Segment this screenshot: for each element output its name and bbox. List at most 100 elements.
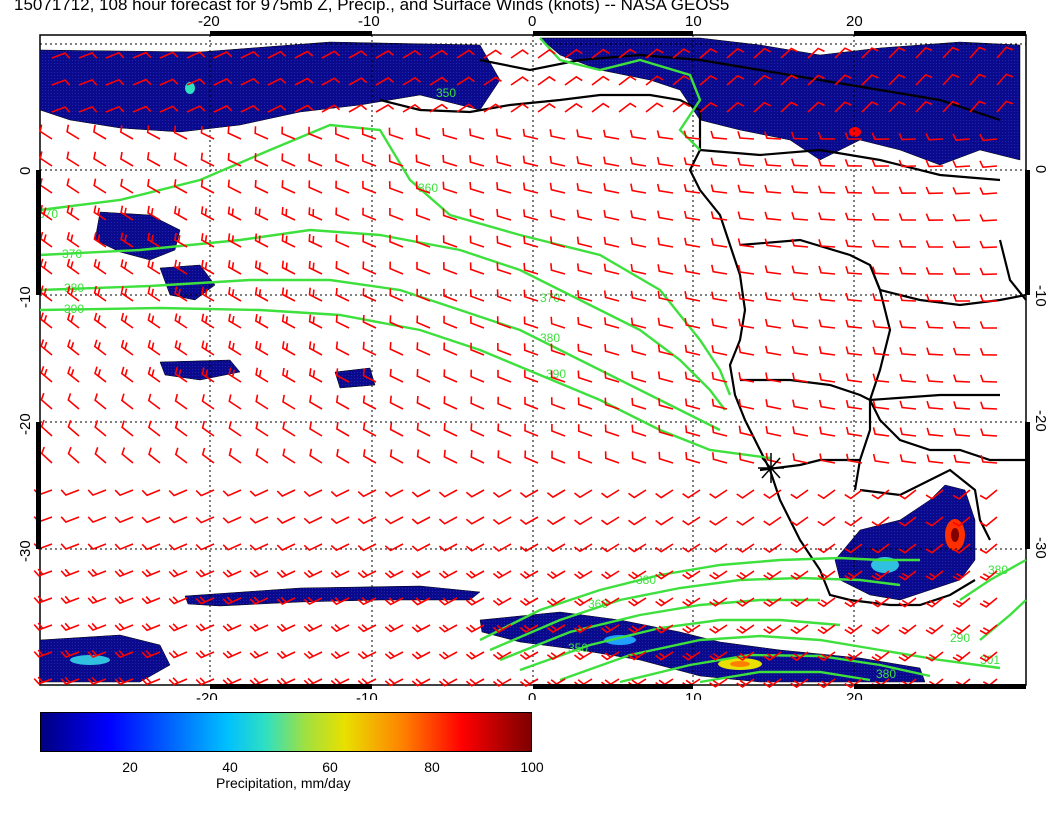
wind-barb-icon [78, 105, 98, 113]
wind-barb-icon [281, 180, 296, 194]
wind-barb-icon [953, 427, 971, 437]
wind-barb-icon [682, 624, 701, 634]
wind-barb-icon [308, 368, 323, 383]
wind-barb-icon [656, 183, 674, 194]
wind-barb-icon [141, 569, 161, 578]
wind-barb-icon [618, 75, 637, 86]
wind-barb-icon [792, 399, 809, 410]
wind-barb-icon [87, 649, 107, 659]
wind-barb-icon [384, 678, 404, 687]
wind-barb-icon [711, 318, 728, 329]
wind-barb-icon [470, 369, 485, 383]
wind-barb-icon [254, 206, 269, 221]
wind-barb-icon [953, 374, 971, 383]
wind-barb-icon [791, 265, 809, 275]
wind-barb-icon [980, 454, 998, 464]
wind-barb-icon [996, 100, 1014, 113]
wind-barb-icon [389, 449, 404, 464]
wind-barb-icon [523, 343, 539, 356]
wind-barb-icon [764, 292, 782, 302]
wind-barb-icon [443, 449, 458, 464]
wind-barb-icon [415, 154, 431, 167]
wind-barb-icon [738, 345, 755, 356]
wind-barb-icon [888, 47, 906, 59]
wind-barb-icon [591, 48, 610, 59]
wind-barb-icon [979, 624, 998, 635]
wind-barb-icon [201, 367, 215, 383]
map-title: 15071712, 108 hour forecast for 975mb Z,… [14, 0, 730, 14]
wind-barb-icon [628, 543, 647, 553]
wind-barb-icon [657, 210, 674, 221]
wind-barb-icon [549, 209, 566, 221]
wind-barb-icon [764, 318, 782, 329]
wind-barb-icon [201, 447, 215, 464]
wind-barb-icon [603, 156, 620, 167]
wind-barb-icon [222, 543, 242, 551]
lat-tick-right: -20 [1032, 410, 1049, 432]
wind-barb-icon [898, 213, 916, 221]
wind-barb-icon [657, 317, 674, 329]
wind-barb-icon [522, 182, 539, 194]
wind-barb-icon [577, 397, 593, 410]
wind-barb-icon [871, 597, 890, 608]
wind-barb-icon [330, 516, 350, 525]
wind-barb-icon [630, 237, 647, 248]
wind-barb-icon [147, 420, 161, 437]
wind-barb-icon [438, 678, 458, 687]
wind-barb-icon [872, 266, 890, 275]
wind-barb-icon [631, 424, 647, 437]
wind-barb-icon [871, 239, 890, 248]
wind-barb-icon [546, 516, 566, 526]
wind-barb-icon [655, 651, 674, 661]
wind-barb-icon [996, 46, 1014, 59]
wind-barb-icon [60, 568, 80, 577]
wind-barb-icon [546, 570, 566, 580]
wind-barb-icon [93, 151, 107, 167]
wind-barb-icon [362, 234, 377, 248]
wind-barb-icon [416, 288, 431, 302]
wind-barb-icon [601, 624, 620, 634]
wind-barb-icon [549, 155, 566, 167]
wind-barb-icon [255, 394, 269, 410]
wind-barb-icon [411, 651, 431, 660]
wind-barb-icon [240, 77, 260, 86]
wind-barb-icon [898, 239, 917, 248]
wind-barb-icon [416, 369, 431, 383]
wind-barb-icon [952, 347, 971, 356]
wind-barb-icon [550, 370, 566, 383]
wind-barb-icon [764, 131, 782, 140]
wind-barb-icon [255, 367, 269, 383]
wind-barb-icon [362, 341, 377, 356]
wind-barb-icon [330, 624, 350, 633]
wind-barb-icon [628, 651, 647, 661]
wind-barb-icon [763, 597, 782, 607]
wind-barb-icon [576, 209, 593, 221]
wind-barb-icon [335, 180, 350, 194]
wind-barb-icon [684, 317, 701, 329]
wind-barb-icon [249, 543, 269, 551]
wind-barb-icon [402, 103, 421, 113]
wind-barb-icon [709, 516, 728, 526]
wind-barb-icon [979, 214, 998, 222]
graticule [40, 35, 1026, 685]
wind-barb-icon [60, 489, 80, 496]
contour-label: 360 [588, 597, 608, 611]
wind-barb-icon [711, 264, 728, 275]
wind-barb-icon [438, 624, 458, 633]
wind-barb-icon [114, 676, 134, 686]
wind-barb-icon [200, 125, 215, 140]
wind-barb-icon [952, 133, 971, 141]
wind-barb-icon [249, 596, 269, 605]
wind-barb-icon [601, 489, 620, 499]
wind-barb-icon [845, 319, 863, 329]
wind-barb-icon [710, 211, 728, 221]
wind-barb-icon [726, 47, 745, 59]
wind-barb-icon [712, 452, 728, 464]
wind-barb-icon [443, 262, 458, 275]
wind-barb-icon [281, 314, 296, 329]
wind-barb-icon [763, 570, 782, 580]
wind-barb-icon [195, 596, 215, 605]
wind-barb-icon [411, 597, 431, 606]
contour-label: 370 [62, 247, 82, 261]
wind-barb-icon [330, 543, 350, 552]
